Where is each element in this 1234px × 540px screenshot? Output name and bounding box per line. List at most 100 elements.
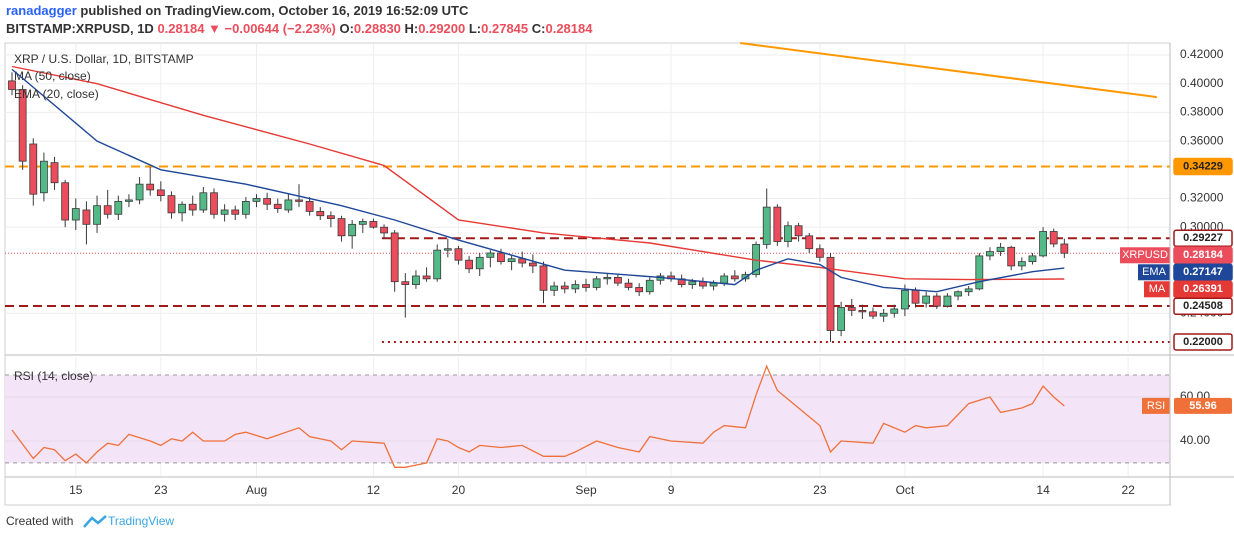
candle-body [922,295,931,304]
price-badge-label: 0.26391 [1183,283,1223,295]
y-tick-label: 0.38000 [1180,105,1224,119]
badge-tag-label: XRPUSD [1122,249,1168,261]
indicator-line [11,68,1065,293]
ohlc-value: 0.27845 [481,21,528,36]
candle-body [932,295,941,307]
ohlc-key: O: [336,21,354,36]
candle-body [50,162,59,184]
candle-body [135,183,144,201]
candle-body [241,200,250,215]
candle-body [295,199,303,202]
candle-body [996,246,1005,252]
candle-body [125,199,133,202]
footer-created: Created with [6,514,73,528]
candle-body [794,225,803,237]
candle-body [900,289,909,310]
candle-body [869,311,877,317]
candle-body [252,198,261,202]
candle-body [592,278,601,288]
ohlc-key: C: [528,21,545,36]
chart-title: XRP / U.S. Dollar, 1D, BITSTAMP [14,52,194,66]
change: −0.00644 (−2.23%) [225,21,336,36]
candle-body [316,211,325,217]
candle-body [358,221,367,225]
candle-body [837,307,846,331]
legend-entry: EMA (20, close) [14,87,99,101]
candle-body [560,285,569,290]
price-badge [1173,333,1233,351]
candle-body [114,200,123,215]
candle-body [624,282,633,288]
x-tick-label: Oct [896,483,915,497]
x-tick-label: 20 [452,483,466,497]
author: ranadagger [6,3,77,18]
candle-body [975,255,984,290]
candle-body [263,198,272,205]
candle-body [762,206,771,245]
plot: 15 23 Aug 12 20 Sep 9 23 Oct 14 22 0.42000 0.40000 0.… [5,42,1233,497]
candle-body [539,265,548,291]
candle-body [61,182,70,221]
price-badge [1173,229,1233,248]
ohlc-value: 0.28184 [545,21,593,36]
candle-body [178,203,186,214]
x-tick-label: 23 [813,483,827,497]
price-badge [1173,263,1233,282]
symbol-line: BITSTAMP:XRPUSD, 1D 0.28184 ▼ −0.00644 (… [6,21,593,36]
candle-body [847,307,856,311]
x-tick-label: 23 [154,483,168,497]
ohlc-key: L: [465,21,481,36]
price-badge-label: 0.28184 [1183,249,1224,261]
x-tick-label: 22 [1121,483,1135,497]
candle-body [1017,261,1026,267]
x-tick-label: 9 [668,483,675,497]
candle-body [528,262,537,267]
rsi-band [5,375,1170,463]
price-badge [1173,280,1233,299]
symbol: BITSTAMP:XRPUSD, 1D [6,21,157,36]
y-tick-label: 0.42000 [1180,47,1224,61]
x-tick-label: Sep [575,483,597,497]
candle-body [8,80,16,90]
candle-body [603,277,612,280]
candle-body [29,143,38,195]
candle-body [231,209,240,215]
candle-body [815,248,824,258]
candle-body [71,208,80,221]
candle-body [954,291,962,297]
candle-body [433,249,442,280]
candle-body [422,275,431,280]
candle-body [327,215,335,219]
badge-tag [1142,397,1170,414]
candle-body [784,225,792,242]
candle-body [465,259,473,270]
candle-body [1007,246,1016,267]
candle-body [1028,255,1037,263]
brand-logo [83,515,107,528]
published: published on TradingView.com, October 16… [77,3,469,18]
candle-body [943,295,952,307]
candle-body [635,287,644,293]
candle-body [167,195,176,214]
candle-body [879,312,888,317]
candle-body [18,89,27,162]
candle-body [305,200,314,212]
candle-body [486,252,495,258]
candle-body [284,199,293,211]
candle-body [826,256,835,331]
footer-brand: TradingView [108,514,174,528]
candle-body [582,284,590,288]
last: 0.28184 [157,21,205,36]
value-badge-label: 55.96 [1189,400,1217,412]
rsi-line [11,364,1065,468]
price-badge [1173,246,1233,265]
trend-line [740,42,1157,99]
price-badge-label: 0.34229 [1183,160,1223,172]
legend-entry: MA (50, close) [14,69,91,83]
candle-body [773,206,782,242]
candle-body [93,205,101,225]
value-badge [1174,397,1232,414]
candle-body [550,285,559,291]
candle-body [454,248,463,261]
candle-body [645,279,654,293]
